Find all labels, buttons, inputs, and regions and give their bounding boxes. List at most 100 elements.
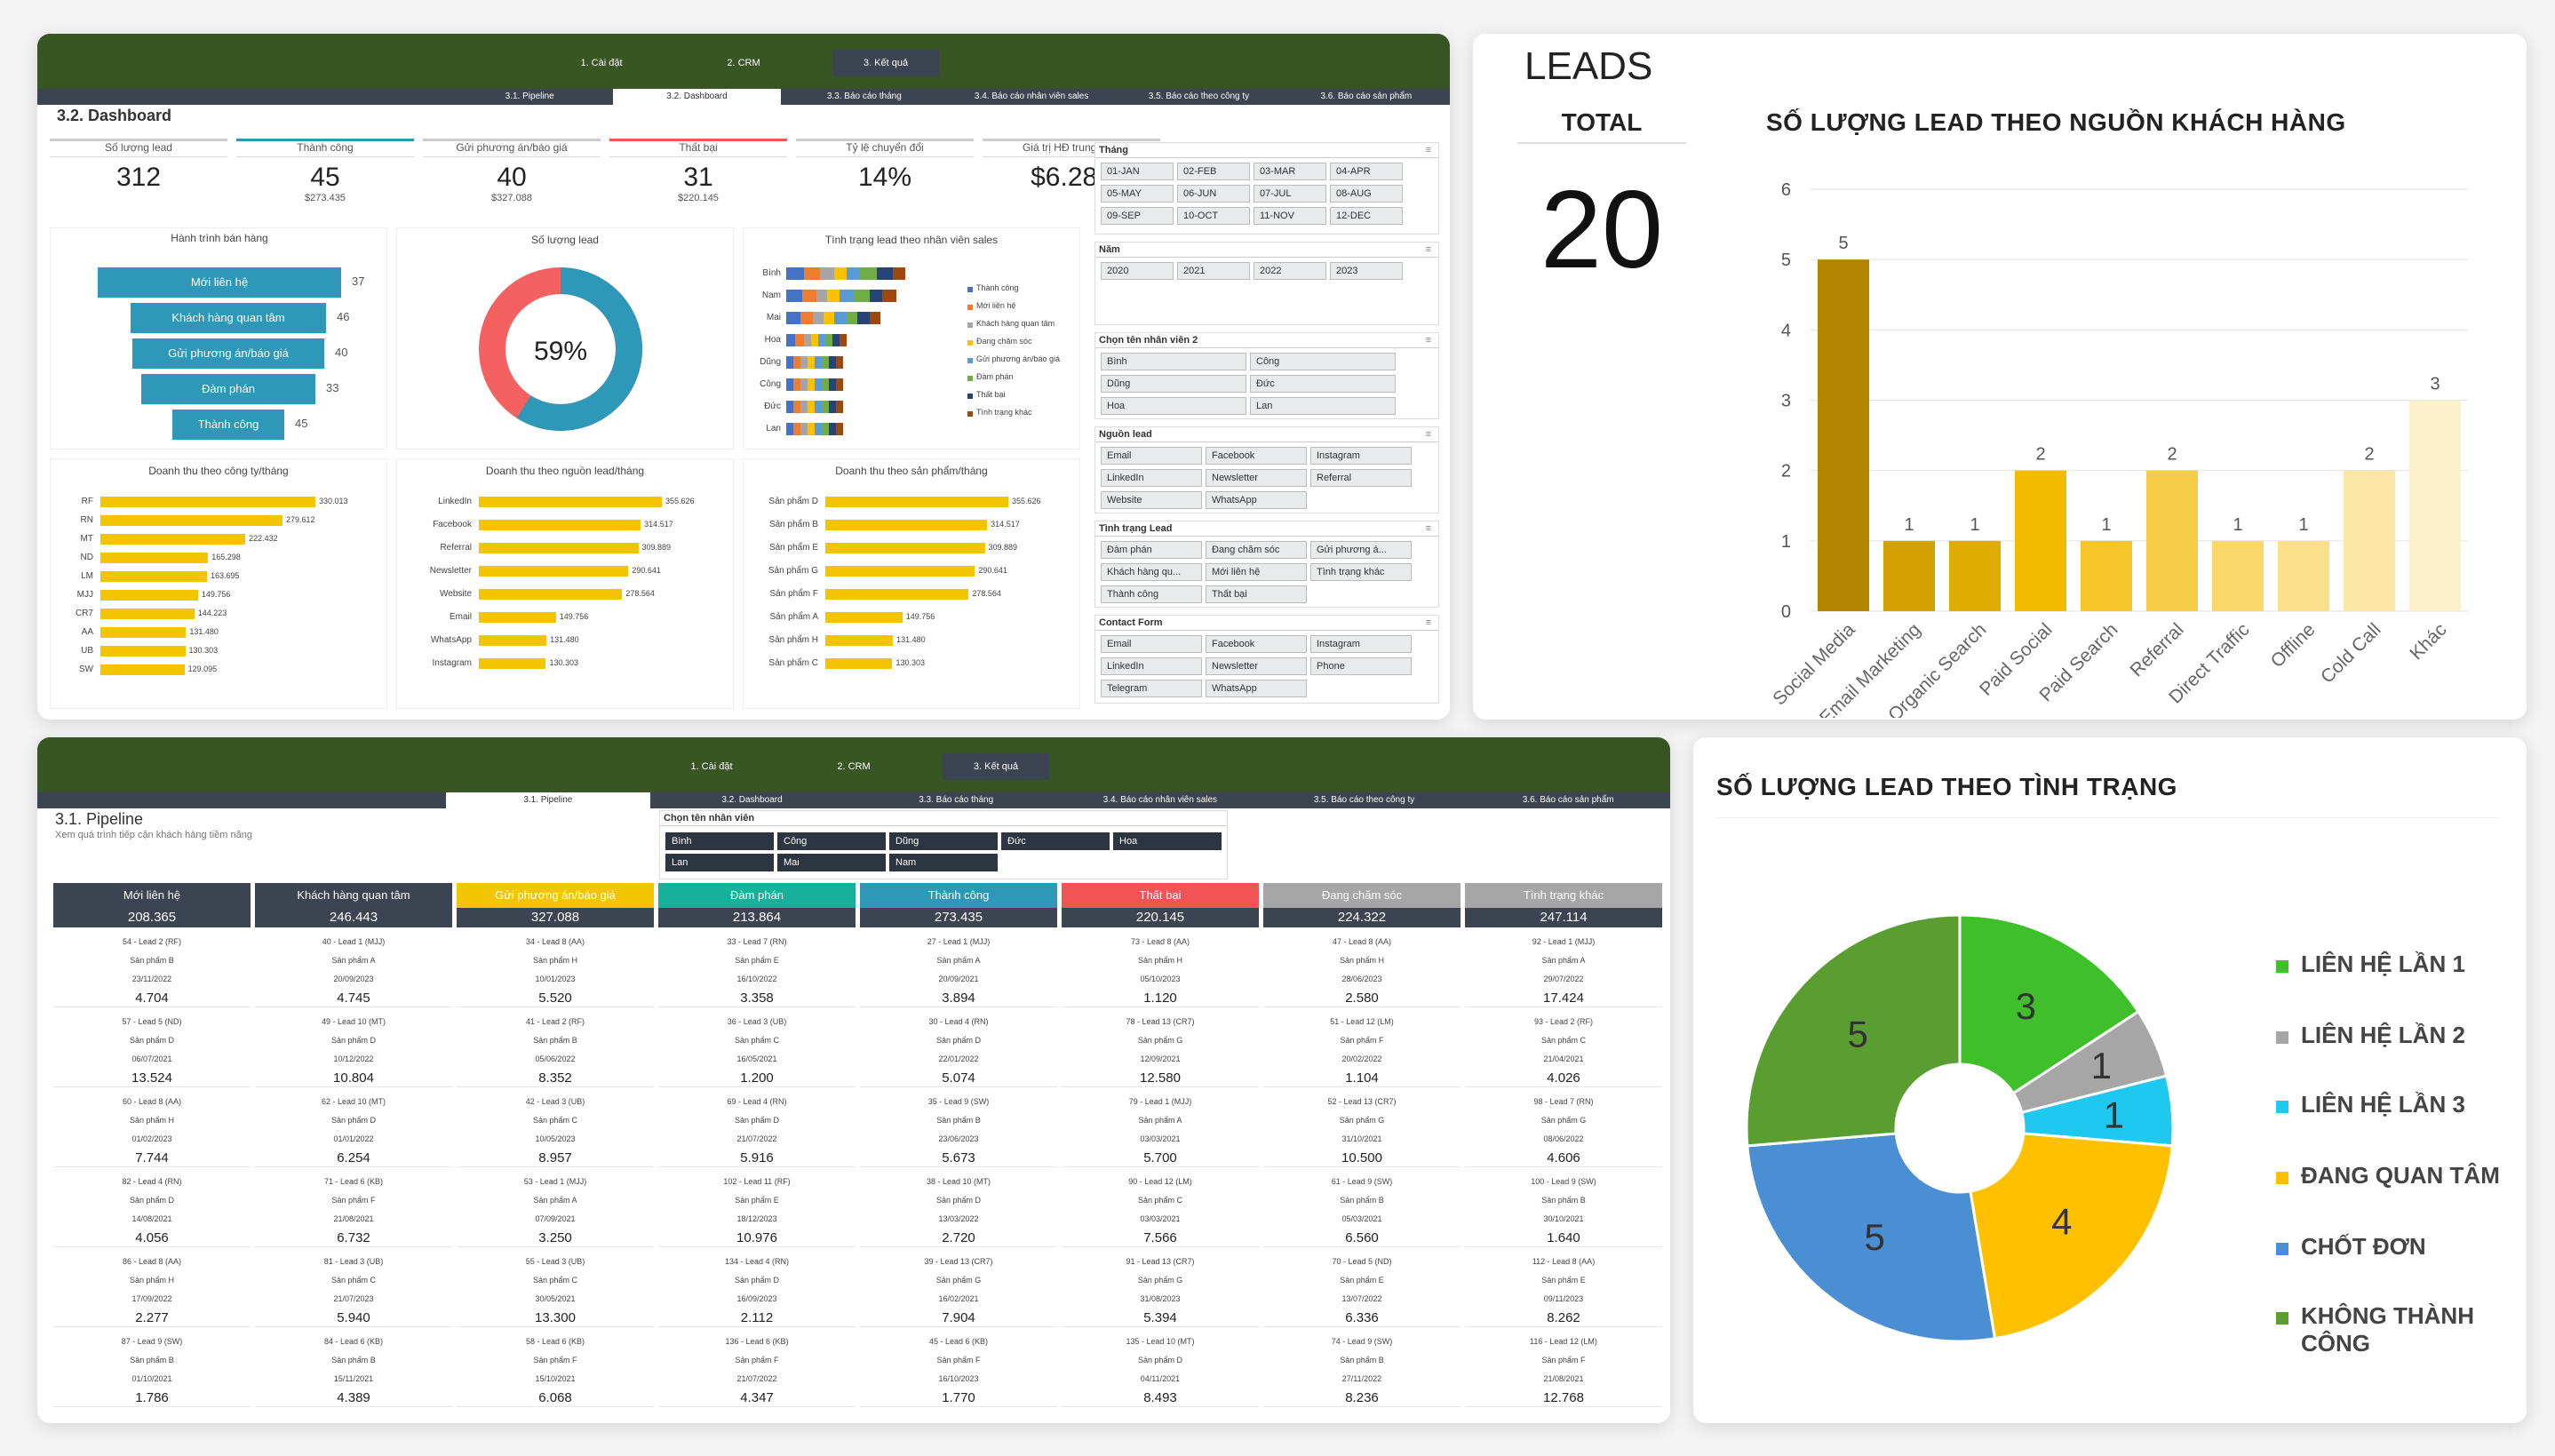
slicer-item[interactable]: 09-SEP [1101, 207, 1174, 225]
pipeline-card[interactable]: 40 - Lead 1 (MJJ) Sản phẩm A 20/09/2023 4.7… [255, 927, 452, 1007]
pipeline-card[interactable]: 27 - Lead 1 (MJJ) Sản phẩm A 20/09/2021 3.8… [860, 927, 1057, 1007]
filter-icon[interactable]: ≡ [1425, 335, 1431, 346]
pipeline-card[interactable]: 90 - Lead 12 (LM) Sản phẩm C 03/03/2021 7.5… [1062, 1167, 1259, 1247]
pipeline-card[interactable]: 134 - Lead 4 (RN) Sản phẩm D 16/09/2023 2.1… [658, 1247, 856, 1327]
pipeline-card[interactable]: 51 - Lead 12 (LM) Sản phẩm F 20/02/2022 1.1… [1263, 1007, 1461, 1087]
pipeline-card[interactable]: 112 - Lead 8 (AA) Sản phẩm E 09/11/2023 8.2… [1465, 1247, 1662, 1327]
slicer-item[interactable]: Newsletter [1206, 469, 1307, 487]
slicer-item[interactable]: Phone [1310, 657, 1412, 675]
slicer-item[interactable]: Referral [1310, 469, 1412, 487]
slicer-item[interactable]: Newsletter [1206, 657, 1307, 675]
slicer-item[interactable]: Khách hàng qu... [1101, 563, 1202, 581]
slicer-item[interactable]: Lan [1250, 397, 1396, 415]
pipeline-card[interactable]: 84 - Lead 6 (KB) Sản phẩm B 15/11/2021 4.38… [255, 1327, 452, 1407]
slicer-item[interactable]: Thành công [1101, 585, 1202, 603]
slicer-item[interactable]: 06-JUN [1177, 185, 1250, 203]
pipeline-filter-item[interactable]: Mai [777, 854, 886, 871]
pipeline-card[interactable]: 100 - Lead 9 (SW) Sản phẩm B 30/10/2021 1.6… [1465, 1167, 1662, 1247]
sub-tab-3[interactable]: 3.3. Báo cáo tháng [919, 795, 994, 805]
slicer-item[interactable]: 2022 [1254, 262, 1326, 280]
pipeline-card[interactable]: 45 - Lead 6 (KB) Sản phẩm F 16/10/2023 1.77… [860, 1327, 1057, 1407]
slicer-item[interactable]: Instagram [1310, 447, 1412, 465]
pipeline-filter-item[interactable]: Dũng [889, 832, 998, 850]
slicer-item[interactable]: Công [1250, 353, 1396, 370]
pipeline-card[interactable]: 69 - Lead 4 (RN) Sản phẩm D 21/07/2022 5.91… [658, 1087, 856, 1167]
slicer-item[interactable]: Bình [1101, 353, 1246, 370]
filter-icon[interactable]: ≡ [1425, 617, 1431, 628]
slicer-item[interactable]: WhatsApp [1206, 680, 1307, 697]
slicer-item[interactable]: Instagram [1310, 635, 1412, 653]
slicer-item[interactable]: Đang chăm sóc [1206, 541, 1307, 559]
sub-tab-5[interactable]: 3.5. Báo cáo theo công ty [1148, 91, 1250, 101]
slicer-item[interactable]: 03-MAR [1254, 163, 1326, 180]
pipeline-card[interactable]: 74 - Lead 9 (SW) Sản phẩm B 27/11/2022 8.23… [1263, 1327, 1461, 1407]
pipeline-card[interactable]: 58 - Lead 6 (KB) Sản phẩm F 15/10/2021 6.06… [457, 1327, 654, 1407]
pipeline-filter-item[interactable]: Hoa [1113, 832, 1222, 850]
pipeline-filter-item[interactable]: Lan [665, 854, 774, 871]
pipeline-card[interactable]: 102 - Lead 11 (RF) Sản phẩm E 18/12/2023 10… [658, 1167, 856, 1247]
pipeline-card[interactable]: 42 - Lead 3 (UB) Sản phẩm C 10/05/2023 8.95… [457, 1087, 654, 1167]
sub-tab-6[interactable]: 3.6. Báo cáo sản phẩm [1320, 91, 1413, 101]
pipeline-filter-item[interactable]: Bình [665, 832, 774, 850]
sub-tab-1[interactable]: 3.1. Pipeline [505, 91, 554, 101]
pipeline-card[interactable]: 60 - Lead 8 (AA) Sản phẩm H 01/02/2023 7.74… [53, 1087, 251, 1167]
slicer-item[interactable]: 08-AUG [1330, 185, 1403, 203]
pipeline-filter-item[interactable]: Đức [1001, 832, 1110, 850]
sub-tab-5[interactable]: 3.5. Báo cáo theo công ty [1313, 795, 1415, 805]
slicer-item[interactable]: Website [1101, 491, 1202, 509]
pipeline-card[interactable]: 71 - Lead 6 (KB) Sản phẩm F 21/08/2021 6.73… [255, 1167, 452, 1247]
pipeline-card[interactable]: 49 - Lead 10 (MT) Sản phẩm D 10/12/2022 10.… [255, 1007, 452, 1087]
slicer-item[interactable]: 12-DEC [1330, 207, 1403, 225]
pipeline-card[interactable]: 93 - Lead 2 (RF) Sản phẩm C 21/04/2021 4.02… [1465, 1007, 1662, 1087]
filter-icon[interactable]: ≡ [1425, 523, 1431, 534]
main-tab-2[interactable]: 2. CRM [727, 58, 760, 68]
slicer-item[interactable]: 04-APR [1330, 163, 1403, 180]
sub-tab-2[interactable]: 3.2. Dashboard [721, 795, 783, 805]
slicer-item[interactable]: LinkedIn [1101, 469, 1202, 487]
slicer-item[interactable]: Facebook [1206, 635, 1307, 653]
sub-tab-4[interactable]: 3.4. Báo cáo nhân viên sales [974, 91, 1089, 101]
pipeline-filter-item[interactable]: Công [777, 832, 886, 850]
pipeline-card[interactable]: 47 - Lead 8 (AA) Sản phẩm H 28/06/2023 2.58… [1263, 927, 1461, 1007]
slicer-item[interactable]: Thất bại [1206, 585, 1307, 603]
pipeline-card[interactable]: 39 - Lead 13 (CR7) Sản phẩm G 16/02/2021 7.… [860, 1247, 1057, 1327]
slicer-item[interactable]: 10-OCT [1177, 207, 1250, 225]
pipeline-card[interactable]: 34 - Lead 8 (AA) Sản phẩm H 10/01/2023 5.52… [457, 927, 654, 1007]
main-tab-1[interactable]: 1. Cài đặt [580, 58, 623, 68]
filter-icon[interactable]: ≡ [1425, 429, 1431, 440]
sub-tab-4[interactable]: 3.4. Báo cáo nhân viên sales [1102, 795, 1218, 805]
slicer-item[interactable]: Email [1101, 447, 1202, 465]
main-tab-2[interactable]: 2. CRM [837, 761, 871, 772]
slicer-item[interactable]: 2023 [1330, 262, 1403, 280]
slicer-item[interactable]: Đức [1250, 375, 1396, 393]
pipeline-card[interactable]: 70 - Lead 5 (ND) Sản phẩm E 13/07/2022 6.33… [1263, 1247, 1461, 1327]
slicer-item[interactable]: Đàm phán [1101, 541, 1202, 559]
slicer-item[interactable]: Mới liên hệ [1206, 563, 1307, 581]
slicer-item[interactable]: 02-FEB [1177, 163, 1250, 180]
slicer-item[interactable]: 01-JAN [1101, 163, 1174, 180]
pipeline-card[interactable]: 30 - Lead 4 (RN) Sản phẩm D 22/01/2022 5.07… [860, 1007, 1057, 1087]
sub-tab-6[interactable]: 3.6. Báo cáo sản phẩm [1522, 795, 1614, 805]
slicer-item[interactable]: 07-JUL [1254, 185, 1326, 203]
pipeline-card[interactable]: 78 - Lead 13 (CR7) Sản phẩm G 12/09/2021 12… [1062, 1007, 1259, 1087]
pipeline-card[interactable]: 33 - Lead 7 (RN) Sản phẩm E 16/10/2022 3.35… [658, 927, 856, 1007]
slicer-item[interactable]: Tình trạng khác [1310, 563, 1412, 581]
pipeline-card[interactable]: 98 - Lead 7 (RN) Sản phẩm G 08/06/2022 4.60… [1465, 1087, 1662, 1167]
pipeline-card[interactable]: 116 - Lead 12 (LM) Sản phẩm F 21/08/2021 12… [1465, 1327, 1662, 1407]
pipeline-card[interactable]: 36 - Lead 3 (UB) Sản phẩm C 16/05/2021 1.20… [658, 1007, 856, 1087]
pipeline-card[interactable]: 92 - Lead 1 (MJJ) Sản phẩm A 29/07/2022 17.… [1465, 927, 1662, 1007]
sub-tab-2[interactable]: 3.2. Dashboard [613, 89, 781, 105]
main-tab-3[interactable]: 3. Kết quả [832, 50, 939, 76]
slicer-item[interactable]: 2020 [1101, 262, 1174, 280]
pipeline-card[interactable]: 79 - Lead 1 (MJJ) Sản phẩm A 03/03/2021 5.7… [1062, 1087, 1259, 1167]
main-tab-3[interactable]: 3. Kết quả [943, 753, 1049, 780]
pipeline-card[interactable]: 53 - Lead 1 (MJJ) Sản phẩm A 07/09/2021 3.2… [457, 1167, 654, 1247]
pipeline-card[interactable]: 54 - Lead 2 (RF) Sản phẩm B 23/11/2022 4.70… [53, 927, 251, 1007]
pipeline-card[interactable]: 82 - Lead 4 (RN) Sản phẩm D 14/08/2021 4.05… [53, 1167, 251, 1247]
pipeline-card[interactable]: 41 - Lead 2 (RF) Sản phẩm B 05/06/2022 8.35… [457, 1007, 654, 1087]
slicer-item[interactable]: LinkedIn [1101, 657, 1202, 675]
filter-icon[interactable]: ≡ [1425, 145, 1431, 155]
sub-tab-1[interactable]: 3.1. Pipeline [446, 792, 650, 808]
pipeline-card[interactable]: 38 - Lead 10 (MT) Sản phẩm D 13/03/2022 2.7… [860, 1167, 1057, 1247]
pipeline-card[interactable]: 87 - Lead 9 (SW) Sản phẩm B 01/10/2021 1.78… [53, 1327, 251, 1407]
